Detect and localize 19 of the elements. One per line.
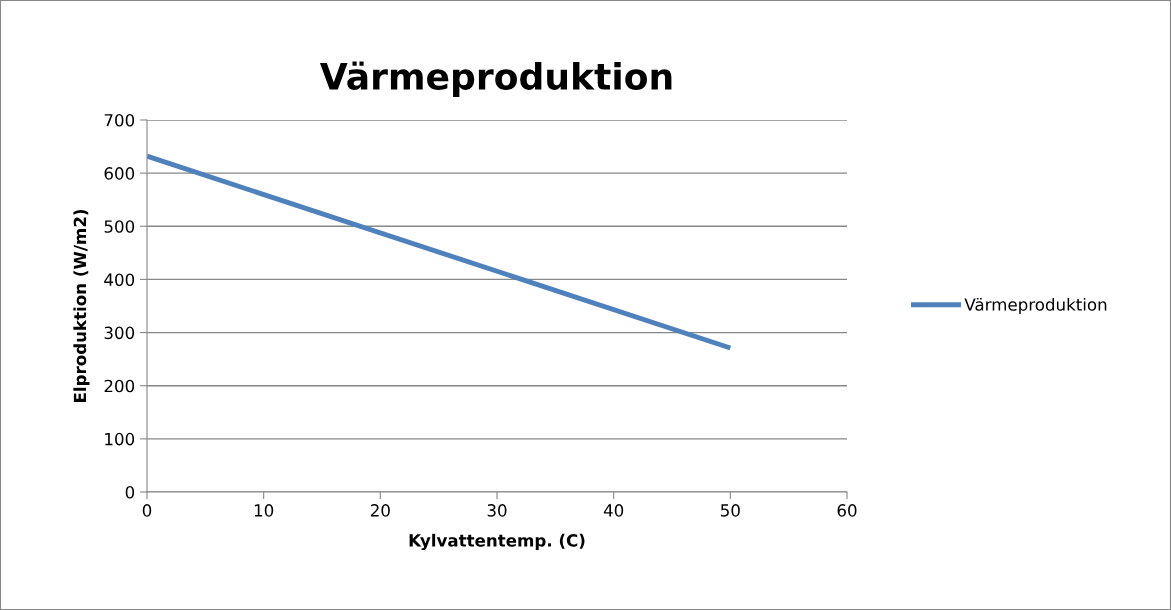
x-tick-label: 40 bbox=[603, 504, 624, 517]
y-tick-label: 200 bbox=[104, 379, 135, 393]
x-tick-label: 50 bbox=[721, 504, 740, 517]
y-tick-label: 500 bbox=[104, 220, 135, 233]
x-tick-label: 60 bbox=[837, 504, 857, 517]
chart-title: Värmeproduktion bbox=[319, 61, 672, 97]
x-axis-title: Kylvattentemp. (C) bbox=[409, 533, 585, 551]
legend-label: Värmeproduktion bbox=[964, 297, 1107, 315]
y-tick-label: 300 bbox=[104, 326, 135, 340]
x-tick-label: 20 bbox=[370, 504, 390, 517]
y-tick-label: 400 bbox=[104, 273, 135, 286]
x-tick-label: 10 bbox=[254, 504, 274, 517]
y-tick-label: 700 bbox=[104, 113, 135, 127]
y-tick-label: 0 bbox=[125, 485, 135, 499]
x-tick-label: 0 bbox=[142, 504, 152, 517]
y-axis-title: Elproduktion (W/m2) bbox=[73, 209, 90, 402]
x-tick-label: 30 bbox=[487, 504, 507, 517]
y-tick-label: 100 bbox=[105, 432, 135, 446]
y-tick-label: 600 bbox=[104, 167, 135, 180]
